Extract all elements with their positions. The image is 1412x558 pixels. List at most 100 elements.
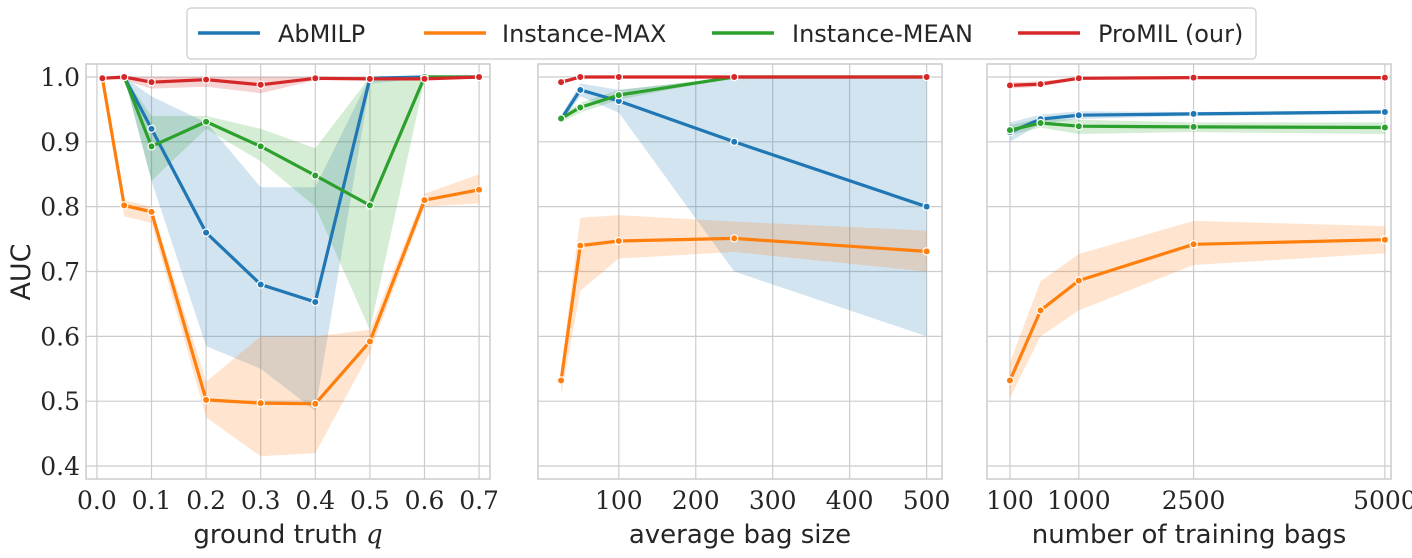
data-point-instance-max [1380, 235, 1390, 244]
data-point-abmilp [922, 202, 931, 211]
data-point-instance-max [474, 185, 484, 194]
data-point-promil-our [365, 74, 375, 84]
panel-ground-truth: 0.4 0.5 0.6 0.7 0.8 0.9 1.0 0.0 0.1 0.2 0.3 0.4 0.5 0… [40, 63, 499, 550]
data-point-promil-our [147, 77, 156, 87]
data-point-abmilp [1380, 107, 1390, 117]
data-point-instance-mean [1189, 122, 1198, 132]
x-tick-label: 0.5 [350, 486, 390, 515]
legend-label-promil: ProMIL (our) [1098, 20, 1243, 48]
x-tick-label: 0.2 [186, 486, 226, 515]
panel-average-bag-size: 100 200 300 400 500 average bag size [537, 63, 951, 550]
x-tick-label: 1000 [1047, 486, 1111, 515]
data-point-instance-max [922, 247, 931, 256]
data-point-abmilp [730, 137, 739, 147]
x-axis-label: average bag size [629, 520, 851, 550]
confidence-band-abmilp [1010, 110, 1385, 142]
data-point-instance-max [365, 337, 375, 346]
data-point-promil-our [576, 72, 585, 82]
series-line-abmilp [122, 75, 481, 304]
data-point-instance-max [420, 195, 429, 205]
x-tick-label: 0.4 [295, 486, 335, 515]
data-point-promil-our [730, 72, 739, 82]
x-tick-label: 2500 [1162, 486, 1226, 515]
data-point-promil-our [311, 74, 320, 83]
x-tick-label: 100 [595, 486, 643, 515]
plot-frame [85, 63, 491, 480]
x-tick-label: 400 [826, 486, 874, 515]
y-tick-label: 0.8 [40, 193, 80, 222]
x-tick-label: 0.3 [241, 486, 281, 515]
x-tick-label: 0.6 [405, 486, 445, 515]
legend-label-instance-max: Instance-MAX [502, 20, 666, 48]
data-point-abmilp [147, 124, 156, 134]
data-point-abmilp [201, 228, 211, 237]
y-axis-label: AUC [6, 243, 37, 300]
plot-frame [986, 63, 1392, 480]
data-point-instance-mean [147, 142, 156, 151]
x-tick-label: 5000 [1353, 486, 1412, 515]
data-point-instance-mean [201, 117, 211, 126]
data-point-instance-max [1074, 276, 1084, 285]
x-tick-label: 0.7 [459, 486, 499, 515]
data-point-promil-our [1074, 74, 1084, 83]
data-point-abmilp [576, 85, 585, 95]
series-line-instance-mean [122, 75, 481, 207]
data-point-promil-our [1036, 79, 1045, 89]
data-point-instance-max [120, 201, 129, 210]
data-point-promil-our [1005, 81, 1015, 90]
plot-frame [537, 63, 943, 480]
confidence-band-instance-max [561, 215, 927, 395]
data-point-instance-mean [1074, 122, 1084, 131]
x-tick-label: 300 [749, 486, 797, 515]
confidence-band-abmilp [561, 77, 927, 337]
data-point-instance-max [147, 207, 156, 217]
x-tick-label: 500 [903, 486, 951, 515]
confidence-band-instance-mean [124, 77, 480, 330]
x-tick-label: 200 [672, 486, 720, 515]
data-point-promil-our [120, 72, 129, 82]
y-tick-label: 0.4 [40, 452, 80, 481]
data-point-instance-mean [576, 103, 585, 112]
y-tick-label: 0.9 [40, 128, 80, 157]
data-point-instance-max [1189, 240, 1198, 249]
x-tick-label: 0.0 [77, 486, 117, 515]
data-point-instance-mean [614, 90, 624, 100]
legend-label-instance-mean: Instance-MEAN [792, 20, 973, 48]
data-point-promil-our [556, 77, 566, 87]
y-tick-label: 0.5 [40, 387, 80, 416]
data-point-instance-mean [556, 114, 566, 123]
data-point-promil-our [201, 75, 211, 84]
data-point-instance-max [311, 399, 320, 408]
x-axis-label: ground truth q [193, 520, 382, 550]
legend-label-abmilp: AbMILP [278, 20, 365, 48]
y-tick-label: 1.0 [40, 63, 80, 92]
data-point-promil-our [474, 72, 484, 82]
data-point-promil-our [614, 72, 624, 82]
data-point-promil-our [1380, 73, 1390, 82]
data-point-abmilp [1189, 109, 1198, 119]
data-point-instance-mean [365, 201, 375, 210]
data-point-instance-max [556, 376, 566, 385]
data-point-promil-our [420, 74, 429, 84]
data-point-abmilp [311, 297, 320, 307]
data-point-instance-max [1005, 376, 1015, 385]
data-point-instance-max [256, 398, 265, 408]
data-point-instance-mean [311, 171, 320, 180]
data-point-instance-max [730, 234, 739, 243]
x-tick-label: 100 [986, 486, 1034, 515]
data-point-promil-our [98, 74, 107, 83]
data-point-promil-our [922, 72, 931, 82]
legend: AbMILP Instance-MAX Instance-MEAN ProMIL… [186, 7, 1257, 60]
data-point-instance-max [614, 236, 624, 246]
confidence-band-abmilp [124, 77, 480, 411]
data-point-instance-max [576, 241, 585, 250]
data-point-instance-max [201, 395, 211, 405]
data-point-abmilp [1074, 111, 1084, 120]
data-point-instance-mean [1005, 125, 1015, 135]
x-axis-label: number of training bags [1032, 520, 1347, 550]
data-point-promil-our [1189, 73, 1198, 82]
data-point-instance-mean [1036, 118, 1045, 128]
confidence-band-instance-max [1010, 220, 1385, 398]
data-point-instance-mean [1380, 123, 1390, 132]
